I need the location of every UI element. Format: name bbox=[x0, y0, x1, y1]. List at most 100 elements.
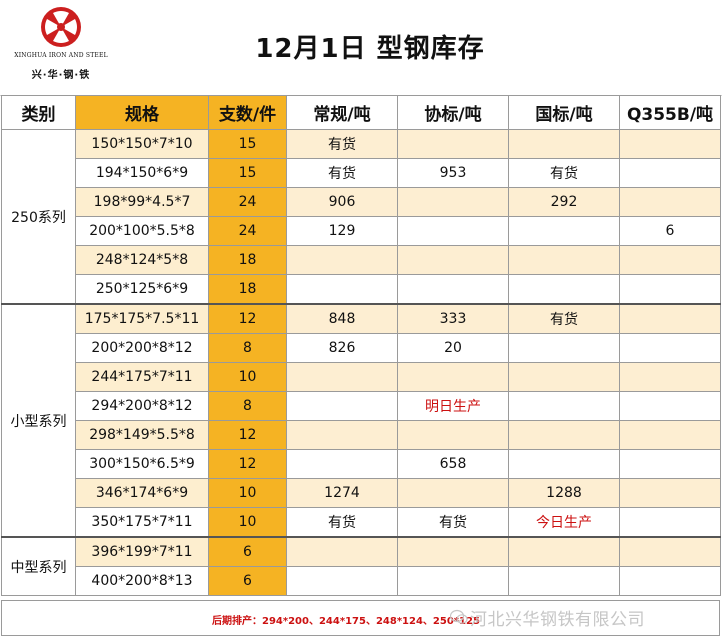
assoc-standard-cell: 658 bbox=[397, 449, 509, 479]
inventory-table: 类别 规格 支数/件 常规/吨 协标/吨 国标/吨 Q355B/吨 250系列 1… bbox=[1, 95, 721, 596]
logo-chinese-text: 兴·华·钢·铁 bbox=[31, 70, 91, 81]
assoc-standard-cell bbox=[397, 420, 509, 450]
column-header-regular: 常规/吨 bbox=[286, 95, 398, 130]
q355b-cell: 6 bbox=[619, 216, 721, 246]
national-standard-cell bbox=[508, 362, 620, 392]
q355b-cell bbox=[619, 449, 721, 479]
spec-cell: 200*100*5.5*8 bbox=[75, 216, 209, 246]
spec-cell: 250*125*6*9 bbox=[75, 274, 209, 305]
q355b-cell bbox=[619, 333, 721, 363]
table-row: 250系列 150*150*7*10 15 有货 bbox=[1, 129, 721, 305]
q355b-cell bbox=[619, 420, 721, 450]
assoc-standard-cell bbox=[397, 274, 509, 305]
table-header-row: 类别 规格 支数/件 常规/吨 协标/吨 国标/吨 Q355B/吨 bbox=[1, 95, 721, 130]
production-schedule-note: 后期排产：294*200、244*175、248*124、250*125 bbox=[212, 616, 480, 627]
company-logo: XINGHUA IRON AND STEEL 兴·华·钢·铁 bbox=[6, 6, 116, 90]
assoc-standard-cell: 有货 bbox=[397, 507, 509, 538]
assoc-standard-cell bbox=[397, 478, 509, 508]
regular-cell bbox=[286, 449, 398, 479]
national-standard-cell: 今日生产 bbox=[508, 507, 620, 538]
national-standard-cell: 1288 bbox=[508, 478, 620, 508]
category-cell: 小型系列 bbox=[1, 303, 76, 538]
regular-cell: 826 bbox=[286, 333, 398, 363]
assoc-standard-cell bbox=[397, 566, 509, 596]
spec-cell: 396*199*7*11 bbox=[75, 536, 209, 567]
logo-emblem-icon bbox=[41, 7, 81, 47]
table-row: 400*200*8*13 6 bbox=[2, 566, 721, 596]
table-row: 中型系列 396*199*7*11 6 bbox=[1, 536, 721, 596]
column-header-assoc-standard: 协标/吨 bbox=[397, 95, 509, 130]
regular-cell: 有货 bbox=[286, 129, 398, 159]
regular-cell bbox=[286, 274, 398, 305]
pieces-cell: 10 bbox=[208, 362, 287, 392]
pieces-cell: 10 bbox=[208, 478, 287, 508]
national-standard-cell bbox=[508, 566, 620, 596]
column-header-category: 类别 bbox=[1, 95, 76, 130]
pieces-cell: 18 bbox=[208, 274, 287, 305]
page-title: 12月1日 型钢库存 bbox=[255, 34, 485, 64]
assoc-standard-cell: 333 bbox=[397, 303, 509, 334]
category-cell: 250系列 bbox=[1, 129, 76, 305]
q355b-cell bbox=[619, 187, 721, 217]
watermark-icon bbox=[450, 609, 468, 624]
assoc-standard-cell: 明日生产 bbox=[397, 391, 509, 421]
pieces-cell: 8 bbox=[208, 333, 287, 363]
spec-cell: 400*200*8*13 bbox=[75, 566, 209, 596]
footer: 后期排产：294*200、244*175、248*124、250*125 河北兴… bbox=[1, 600, 720, 636]
national-standard-cell bbox=[508, 216, 620, 246]
q355b-cell bbox=[619, 536, 721, 567]
national-standard-cell bbox=[508, 274, 620, 305]
assoc-standard-cell bbox=[397, 245, 509, 275]
category-cell: 中型系列 bbox=[1, 536, 76, 596]
regular-cell bbox=[286, 536, 398, 567]
column-header-q355b: Q355B/吨 bbox=[619, 95, 721, 130]
table-row: 300*150*6.5*9 12 658 bbox=[2, 449, 721, 479]
q355b-cell bbox=[619, 362, 721, 392]
national-standard-cell: 有货 bbox=[508, 303, 620, 334]
column-header-national-standard: 国标/吨 bbox=[508, 95, 620, 130]
pieces-cell: 6 bbox=[208, 536, 287, 567]
assoc-standard-cell bbox=[397, 536, 509, 567]
national-standard-cell bbox=[508, 420, 620, 450]
q355b-cell bbox=[619, 303, 721, 334]
header: XINGHUA IRON AND STEEL 兴·华·钢·铁 12月1日 型钢库… bbox=[0, 0, 722, 96]
pieces-cell: 12 bbox=[208, 303, 287, 334]
spec-cell: 350*175*7*11 bbox=[75, 507, 209, 538]
table-row: 194*150*6*9 15 有货 953 有货 bbox=[2, 158, 721, 188]
q355b-cell bbox=[619, 507, 721, 538]
regular-cell bbox=[286, 391, 398, 421]
pieces-cell: 15 bbox=[208, 158, 287, 188]
logo-english-text: XINGHUA IRON AND STEEL bbox=[14, 52, 108, 59]
national-standard-cell bbox=[508, 449, 620, 479]
pieces-cell: 10 bbox=[208, 507, 287, 538]
q355b-cell bbox=[619, 274, 721, 305]
pieces-cell: 18 bbox=[208, 245, 287, 275]
table-row: 350*175*7*11 10 有货 有货 今日生产 bbox=[2, 507, 721, 538]
table-row: 200*200*8*12 8 826 20 bbox=[2, 333, 721, 363]
national-standard-cell bbox=[508, 333, 620, 363]
table-row: 小型系列 175*175*7.5*11 12 848 333 有货 bbox=[1, 303, 721, 538]
q355b-cell bbox=[619, 566, 721, 596]
spec-cell: 298*149*5.5*8 bbox=[75, 420, 209, 450]
spec-cell: 300*150*6.5*9 bbox=[75, 449, 209, 479]
column-header-spec: 规格 bbox=[75, 95, 209, 130]
spec-cell: 194*150*6*9 bbox=[75, 158, 209, 188]
assoc-standard-cell: 953 bbox=[397, 158, 509, 188]
assoc-standard-cell bbox=[397, 362, 509, 392]
regular-cell: 906 bbox=[286, 187, 398, 217]
spec-cell: 244*175*7*11 bbox=[75, 362, 209, 392]
watermark-text: 河北兴华钢铁有限公司 bbox=[470, 610, 645, 630]
national-standard-cell bbox=[508, 245, 620, 275]
spec-cell: 346*174*6*9 bbox=[75, 478, 209, 508]
national-standard-cell bbox=[508, 391, 620, 421]
regular-cell: 有货 bbox=[286, 507, 398, 538]
national-standard-cell: 292 bbox=[508, 187, 620, 217]
q355b-cell bbox=[619, 478, 721, 508]
regular-cell: 848 bbox=[286, 303, 398, 334]
q355b-cell bbox=[619, 391, 721, 421]
column-header-pieces: 支数/件 bbox=[208, 95, 287, 130]
spec-cell: 175*175*7.5*11 bbox=[75, 303, 209, 334]
pieces-cell: 15 bbox=[208, 129, 287, 159]
regular-cell: 129 bbox=[286, 216, 398, 246]
spec-cell: 150*150*7*10 bbox=[75, 129, 209, 159]
